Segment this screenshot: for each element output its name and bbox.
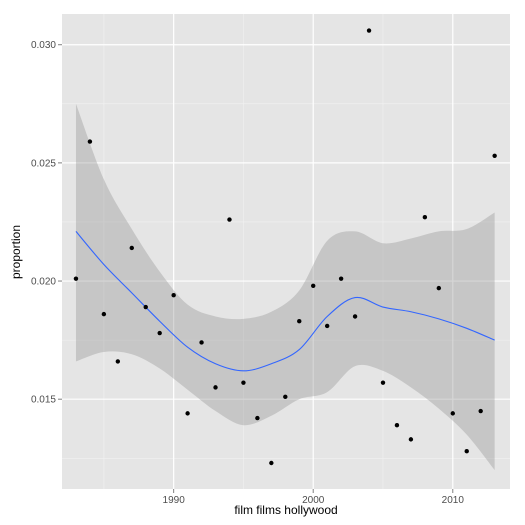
x-tick-label: 1990 (163, 495, 186, 506)
y-axis-title: proportion (9, 225, 23, 279)
data-point (394, 422, 400, 428)
data-point (115, 359, 121, 364)
data-point (283, 394, 288, 400)
y-axis-ticks: 0.015 0.020 0.025 0.030 (31, 40, 62, 406)
data-point (464, 448, 469, 454)
data-point (143, 304, 148, 310)
data-point (255, 415, 260, 421)
data-point (171, 293, 176, 298)
data-point (408, 437, 414, 442)
x-axis-title: film films hollywood (234, 503, 337, 517)
data-point (436, 285, 442, 291)
y-tick-label: 0.030 (31, 40, 56, 51)
confidence-band (75, 103, 495, 471)
x-tick-label: 2010 (442, 495, 465, 506)
data-point (297, 319, 302, 324)
y-tick-label: 0.020 (31, 277, 56, 288)
data-point (227, 217, 232, 222)
data-points (73, 28, 497, 466)
plot-panel (62, 14, 510, 489)
data-point (422, 215, 428, 220)
data-point (352, 314, 358, 319)
data-point (338, 276, 344, 281)
data-point (478, 408, 483, 414)
major-gridlines (62, 14, 510, 489)
y-tick-label: 0.025 (31, 158, 56, 169)
data-point (241, 380, 246, 385)
y-tick-label: 0.015 (31, 395, 56, 406)
data-point (269, 460, 274, 466)
data-point (311, 283, 316, 288)
data-point (199, 340, 204, 345)
x-axis-ticks: 1990 2000 2010 (163, 489, 465, 506)
x-tick-label: 2000 (302, 495, 325, 506)
data-point (101, 311, 107, 317)
data-point (157, 330, 162, 336)
data-point (324, 323, 330, 329)
data-point (87, 139, 93, 144)
data-point (185, 411, 190, 416)
data-point (492, 153, 497, 158)
data-point (73, 276, 79, 281)
data-point (366, 28, 372, 33)
data-point (213, 385, 218, 390)
data-point (380, 380, 386, 385)
minor-gridlines (62, 14, 510, 489)
data-point (129, 245, 134, 251)
data-point (450, 411, 455, 416)
